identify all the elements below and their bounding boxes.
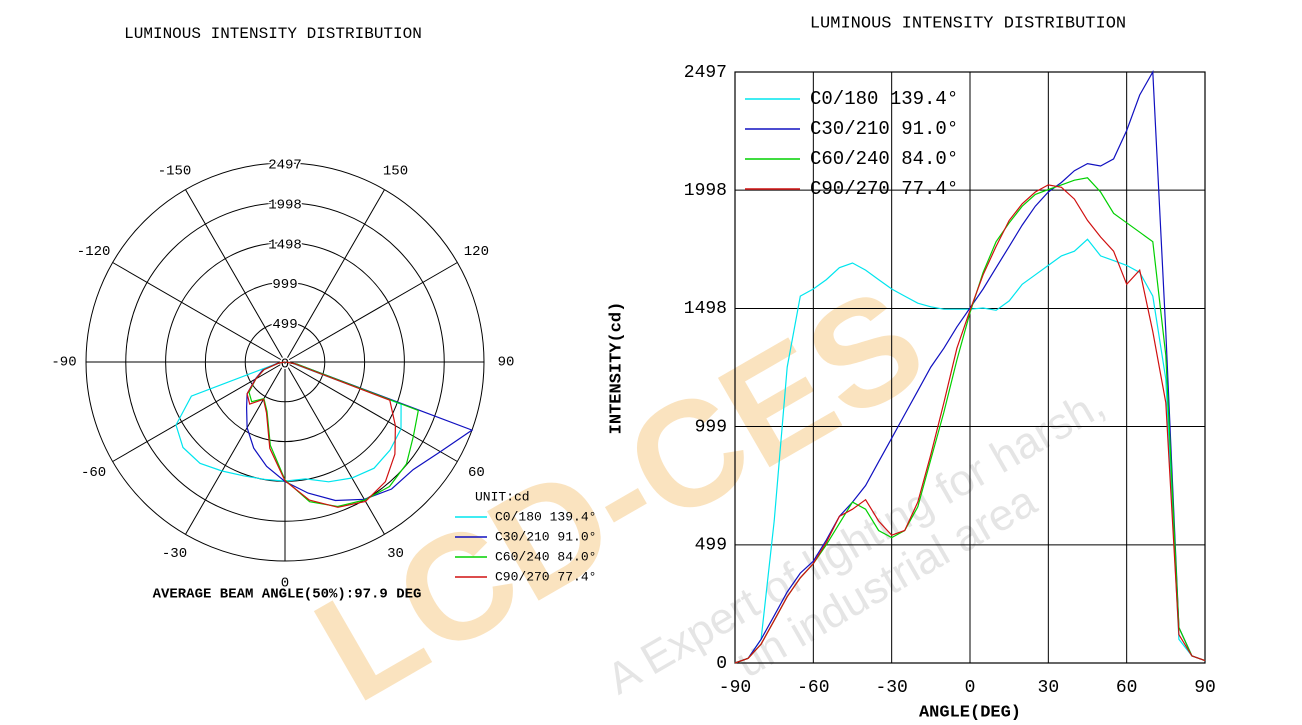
x-tick-label: -60 xyxy=(797,678,829,698)
series-line xyxy=(248,361,419,508)
grid-spoke xyxy=(284,361,385,535)
y-tick-label: 499 xyxy=(695,536,727,556)
x-tick-label: -90 xyxy=(719,678,751,698)
angle-label: -30 xyxy=(162,546,187,562)
y-tick-label: 0 xyxy=(716,654,727,674)
y-tick-label: 1998 xyxy=(684,181,727,201)
angle-label: 0 xyxy=(281,576,289,592)
legend-label: C0/180 139.4° xyxy=(810,88,958,110)
series-line xyxy=(246,361,397,508)
angle-label: 30 xyxy=(387,546,404,562)
radial-tick-label: 1498 xyxy=(268,237,302,253)
legend-label: C0/180 139.4° xyxy=(495,509,596,524)
legend-label: C60/240 84.0° xyxy=(495,549,596,564)
series-line xyxy=(734,184,1206,664)
legend-label: C30/210 91.0° xyxy=(495,529,596,544)
series-line xyxy=(734,69,1206,664)
grid-spoke xyxy=(284,189,385,363)
radial-tick-label: 2497 xyxy=(268,158,302,174)
angle-label: 120 xyxy=(464,244,489,260)
radial-tick-label: 499 xyxy=(272,317,297,333)
angle-label: -90 xyxy=(51,355,76,371)
series-line xyxy=(245,361,474,502)
footnote: AVERAGE BEAM ANGLE(50%):97.9 DEG xyxy=(153,587,422,603)
chart-title: LUMINOUS INTENSITY DISTRIBUTION xyxy=(810,14,1126,33)
y-tick-label: 2497 xyxy=(684,63,727,83)
grid-spoke xyxy=(185,189,286,363)
angle-label: -120 xyxy=(77,244,111,260)
grid-spoke xyxy=(284,361,458,462)
grid-spoke xyxy=(112,262,286,363)
plot-frame xyxy=(734,71,1206,664)
x-tick-label: 30 xyxy=(1038,678,1060,698)
grid-spoke xyxy=(185,361,286,535)
x-tick-label: -30 xyxy=(875,678,907,698)
angle-label: -60 xyxy=(81,465,106,481)
x-tick-label: 0 xyxy=(965,678,976,698)
series-line xyxy=(175,361,402,483)
angle-label: 60 xyxy=(468,465,485,481)
grid-spoke xyxy=(284,262,458,363)
x-axis-label: ANGLE(DEG) xyxy=(919,703,1021,722)
angle-label: 150 xyxy=(383,163,408,179)
y-axis-label: INTENSITY(cd) xyxy=(607,302,626,435)
legend-label: C30/210 91.0° xyxy=(810,118,958,140)
x-tick-label: 90 xyxy=(1194,678,1216,698)
y-tick-label: 999 xyxy=(695,417,727,437)
legend-label: C90/270 77.4° xyxy=(495,569,596,584)
angle-label: -150 xyxy=(158,163,192,179)
radial-tick-label: 0 xyxy=(281,357,289,373)
y-tick-label: 1498 xyxy=(684,299,727,319)
legend-label: C60/240 84.0° xyxy=(810,148,958,170)
radial-tick-label: 1998 xyxy=(268,197,302,213)
x-tick-label: 60 xyxy=(1116,678,1138,698)
unit-label: UNIT:cd xyxy=(475,489,530,504)
angle-label: 90 xyxy=(498,355,515,371)
chart-title: LUMINOUS INTENSITY DISTRIBUTION xyxy=(124,25,422,43)
radial-tick-label: 999 xyxy=(272,277,297,293)
legend-label: C90/270 77.4° xyxy=(810,178,958,200)
grid-spoke xyxy=(112,361,286,462)
